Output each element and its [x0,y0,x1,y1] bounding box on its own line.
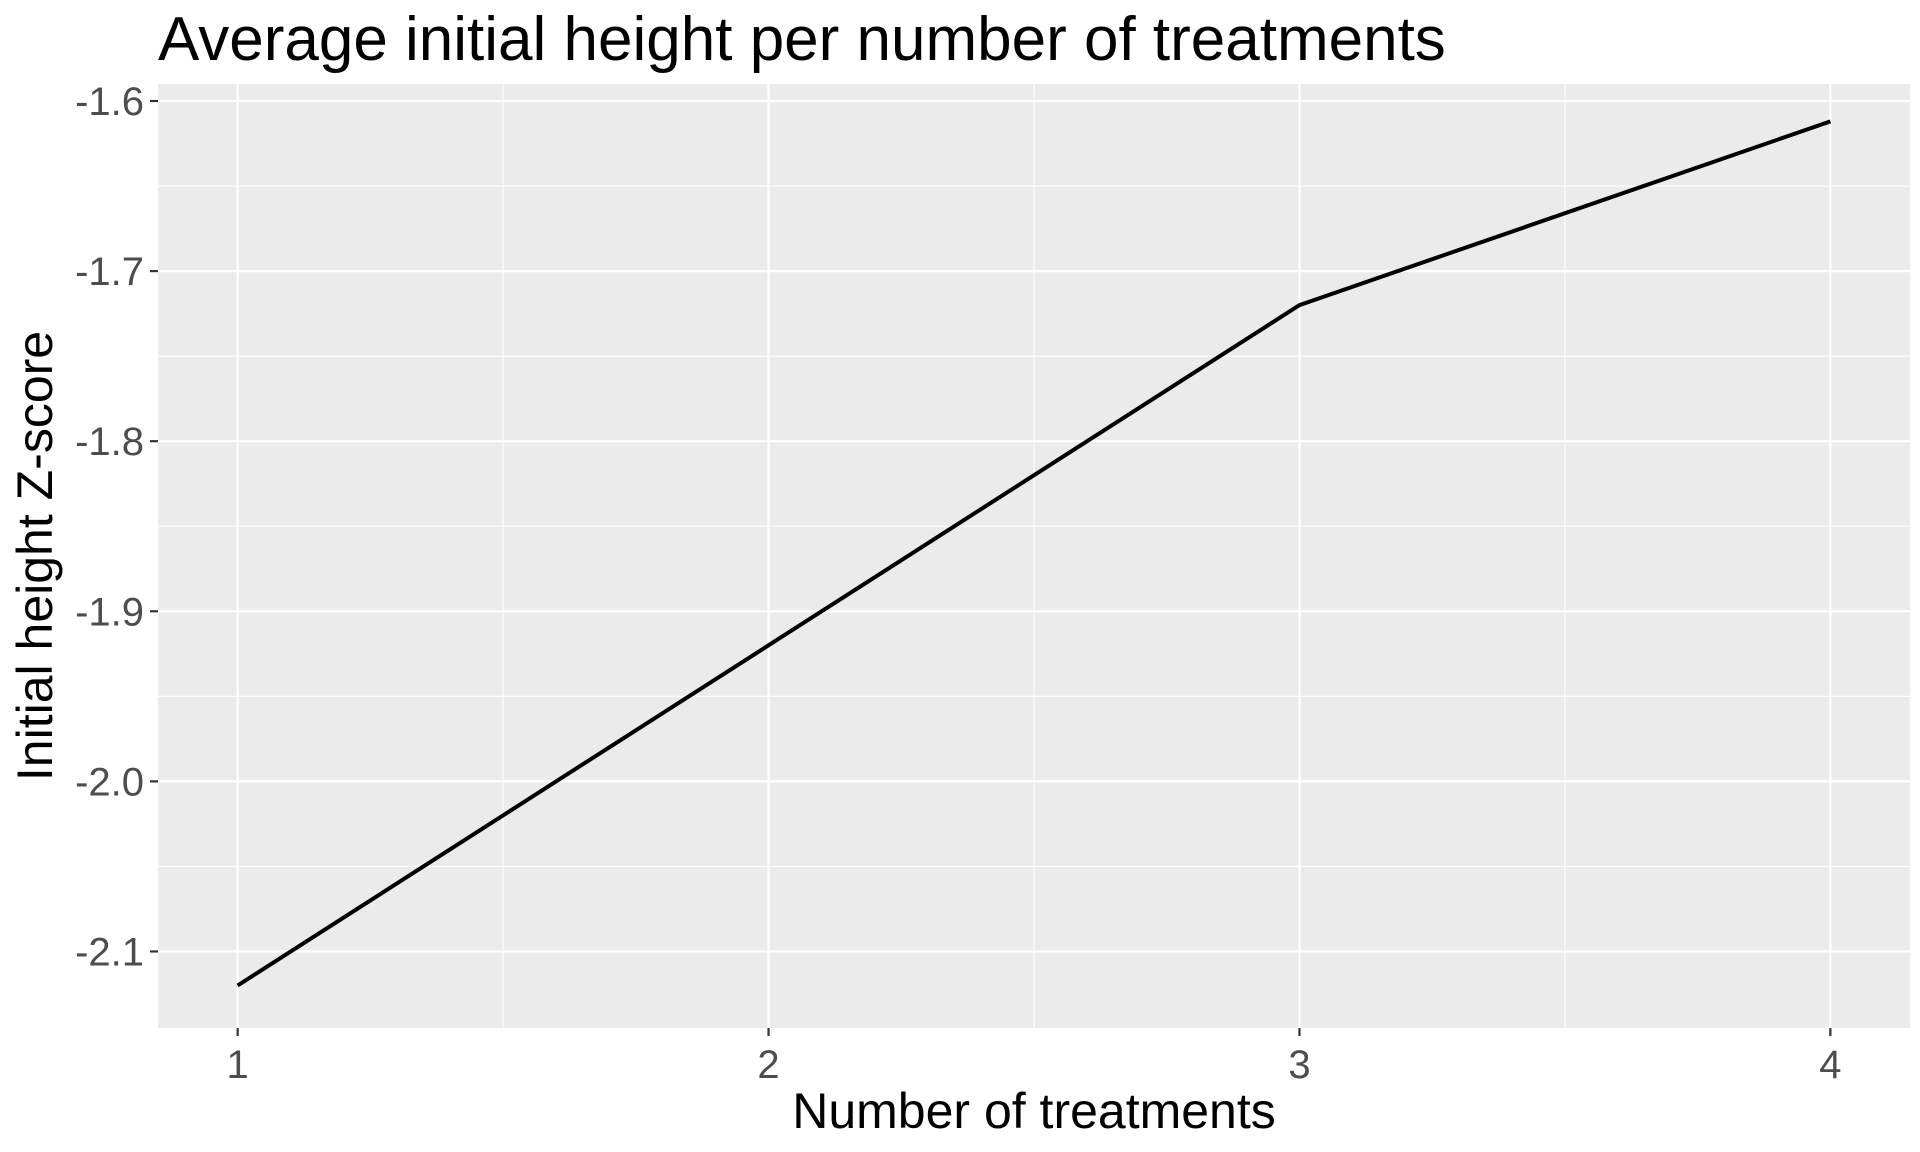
y-tick-label: -2.1 [75,930,144,974]
y-tick-label: -1.8 [75,420,144,464]
y-axis-title: Initial height Z-score [7,331,63,781]
series-layer [236,119,1832,988]
y-tick-label: -1.7 [75,250,144,294]
y-tick-label: -2.0 [75,760,144,804]
y-axis: -2.1 -2.0 -1.9 -1.8 -1.7 -1.6 [75,80,158,974]
x-axis: 1 2 3 4 [227,1028,1841,1087]
series-line [236,119,1832,988]
chart-title: Average initial height per number of tre… [158,5,1446,74]
minor-gridlines [158,84,1910,1028]
x-tick-label: 3 [1288,1043,1310,1087]
x-axis-title: Number of treatments [792,1083,1276,1139]
major-gridlines [158,84,1910,1028]
y-tick-label: -1.9 [75,590,144,634]
x-tick-label: 2 [757,1043,779,1087]
x-tick-label: 1 [227,1043,249,1087]
x-tick-label: 4 [1819,1043,1841,1087]
y-tick-label: -1.6 [75,80,144,124]
